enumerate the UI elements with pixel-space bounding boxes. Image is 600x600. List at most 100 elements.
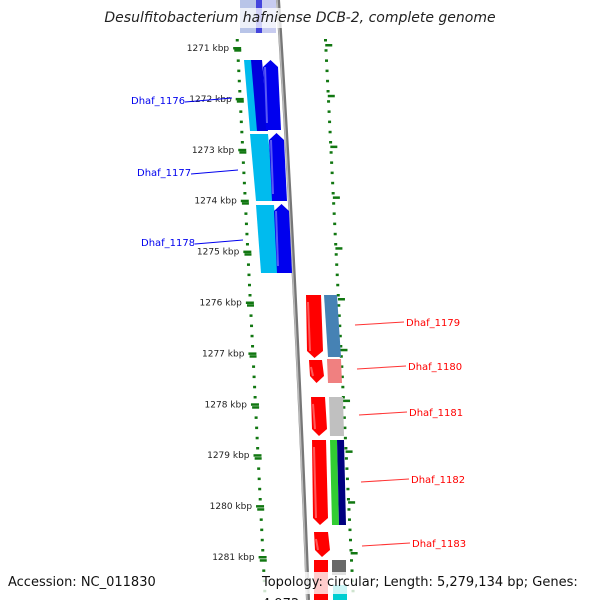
- gene-1176-cog2[interactable]: [251, 60, 268, 131]
- leader-line: [358, 411, 408, 416]
- tick-mark-left: [237, 69, 241, 73]
- tick-mark-left: [250, 324, 254, 328]
- gene-1182[interactable]: [312, 440, 328, 525]
- tick-mark-right-major: [340, 348, 348, 352]
- tick-mark-left: [259, 518, 263, 521]
- gene-label-dhaf_1183[interactable]: Dhaf_1183: [412, 539, 466, 550]
- tick-mark-right: [342, 416, 346, 419]
- gene-1181[interactable]: [311, 397, 327, 436]
- gene-label-dhaf_1179[interactable]: Dhaf_1179: [406, 318, 460, 329]
- tick-mark-right: [347, 518, 351, 521]
- tick-mark-right: [340, 365, 344, 368]
- gene-1182-shade: [313, 446, 317, 519]
- tick-mark-right: [350, 559, 354, 562]
- gene-1179-cog[interactable]: [324, 295, 341, 357]
- tick-mark-left: [260, 528, 264, 532]
- tick-major-left: [248, 352, 257, 355]
- tick-mark-right: [336, 283, 340, 287]
- tick-mark-left: [254, 416, 258, 419]
- tick-mark-left: [257, 467, 261, 470]
- gene-1182-cog[interactable]: [330, 440, 339, 525]
- leader-line: [354, 321, 405, 326]
- tick-mark-right-major: [335, 247, 343, 250]
- gene-1183[interactable]: [314, 532, 330, 557]
- tick-mark-left: [239, 120, 243, 124]
- tick-mark-right: [339, 345, 343, 348]
- tick-mark-right: [347, 508, 351, 511]
- tick-mark-left: [253, 385, 257, 389]
- leader-line: [184, 97, 233, 103]
- map-title: Desulfitobacterium hafniense DCB-2, comp…: [100, 8, 500, 28]
- tick-mark-right: [346, 498, 350, 501]
- tick-mark-right-major: [330, 145, 338, 149]
- gene-1177[interactable]: [269, 133, 287, 201]
- tick-major-left: [240, 199, 249, 203]
- gene-next-cog[interactable]: [332, 560, 346, 575]
- gene-label-dhaf_1177[interactable]: Dhaf_1177: [137, 168, 191, 179]
- gene-1180-cog[interactable]: [327, 359, 342, 383]
- gene-label-dhaf_1182[interactable]: Dhaf_1182: [411, 475, 465, 486]
- tick-mark-right-major: [350, 552, 358, 555]
- tick-mark-right: [332, 202, 336, 205]
- gene-1176-cog[interactable]: [244, 60, 258, 131]
- gene-1180[interactable]: [309, 360, 324, 383]
- tick-mark-right: [350, 569, 354, 572]
- tick-mark-right: [343, 426, 347, 430]
- gene-label-dhaf_1176[interactable]: Dhaf_1176: [131, 96, 185, 107]
- tick-label: 1278 kbp: [205, 400, 248, 410]
- tick-mark-right: [341, 385, 345, 389]
- tick-mark-right: [345, 477, 349, 481]
- tick-mark-left: [253, 396, 257, 399]
- tick-mark-left: [236, 59, 240, 62]
- tick-mark-left: [242, 181, 246, 185]
- gene-1177-shade: [270, 139, 274, 195]
- tick-mark-right-major: [345, 450, 353, 453]
- tick-mark-right: [341, 396, 345, 399]
- tick-mark-right: [333, 222, 337, 226]
- tick-mark-left: [241, 161, 245, 164]
- gene-1178-cog[interactable]: [256, 205, 279, 273]
- tick-mark-left: [252, 406, 260, 409]
- gene-label-dhaf_1181[interactable]: Dhaf_1181: [409, 408, 463, 419]
- tick-mark-left: [235, 39, 239, 42]
- gene-1179[interactable]: [306, 295, 323, 358]
- gene-1178-shade: [275, 210, 279, 267]
- tick-mark-left: [256, 447, 260, 450]
- tick-label: 1276 kbp: [199, 299, 242, 309]
- gene-1178[interactable]: [274, 204, 292, 273]
- tick-mark-right: [334, 243, 338, 246]
- tick-mark-left: [251, 345, 255, 348]
- gene-label-dhaf_1178[interactable]: Dhaf_1178: [141, 238, 195, 249]
- tick-mark-left: [257, 477, 261, 481]
- gene-1177-cog[interactable]: [250, 134, 274, 201]
- tick-mark-left: [252, 375, 256, 379]
- gene-1182-cog2[interactable]: [337, 440, 346, 525]
- tick-mark-right: [343, 436, 347, 440]
- tick-mark-right: [342, 406, 346, 409]
- tick-mark-left: [248, 294, 252, 297]
- tick-major-left: [253, 454, 262, 457]
- tick-label: 1271 kbp: [187, 44, 230, 54]
- gene-1176[interactable]: [263, 60, 281, 130]
- tick-mark-left: [258, 487, 262, 491]
- tick-mark-right: [330, 171, 334, 175]
- tick-mark-left: [250, 334, 254, 338]
- gene-label-dhaf_1180[interactable]: Dhaf_1180: [408, 362, 462, 373]
- tick-mark-left: [238, 90, 242, 93]
- tick-mark-right-major: [325, 44, 333, 47]
- gene-1180-shade: [310, 366, 314, 377]
- tick-mark-left: [241, 202, 249, 205]
- tick-mark-right: [331, 192, 335, 195]
- gene-1181-cog[interactable]: [329, 397, 344, 436]
- tick-mark-left: [239, 110, 243, 113]
- tick-major-left: [235, 97, 244, 101]
- tick-mark-right: [329, 141, 333, 144]
- tick-mark-left: [261, 549, 265, 552]
- tick-mark-right: [335, 273, 339, 277]
- tick-major-left: [258, 556, 267, 559]
- tick-mark-right: [326, 79, 330, 83]
- tick-mark-left: [249, 355, 257, 358]
- tick-mark-left: [244, 212, 248, 215]
- tick-mark-left: [255, 436, 259, 440]
